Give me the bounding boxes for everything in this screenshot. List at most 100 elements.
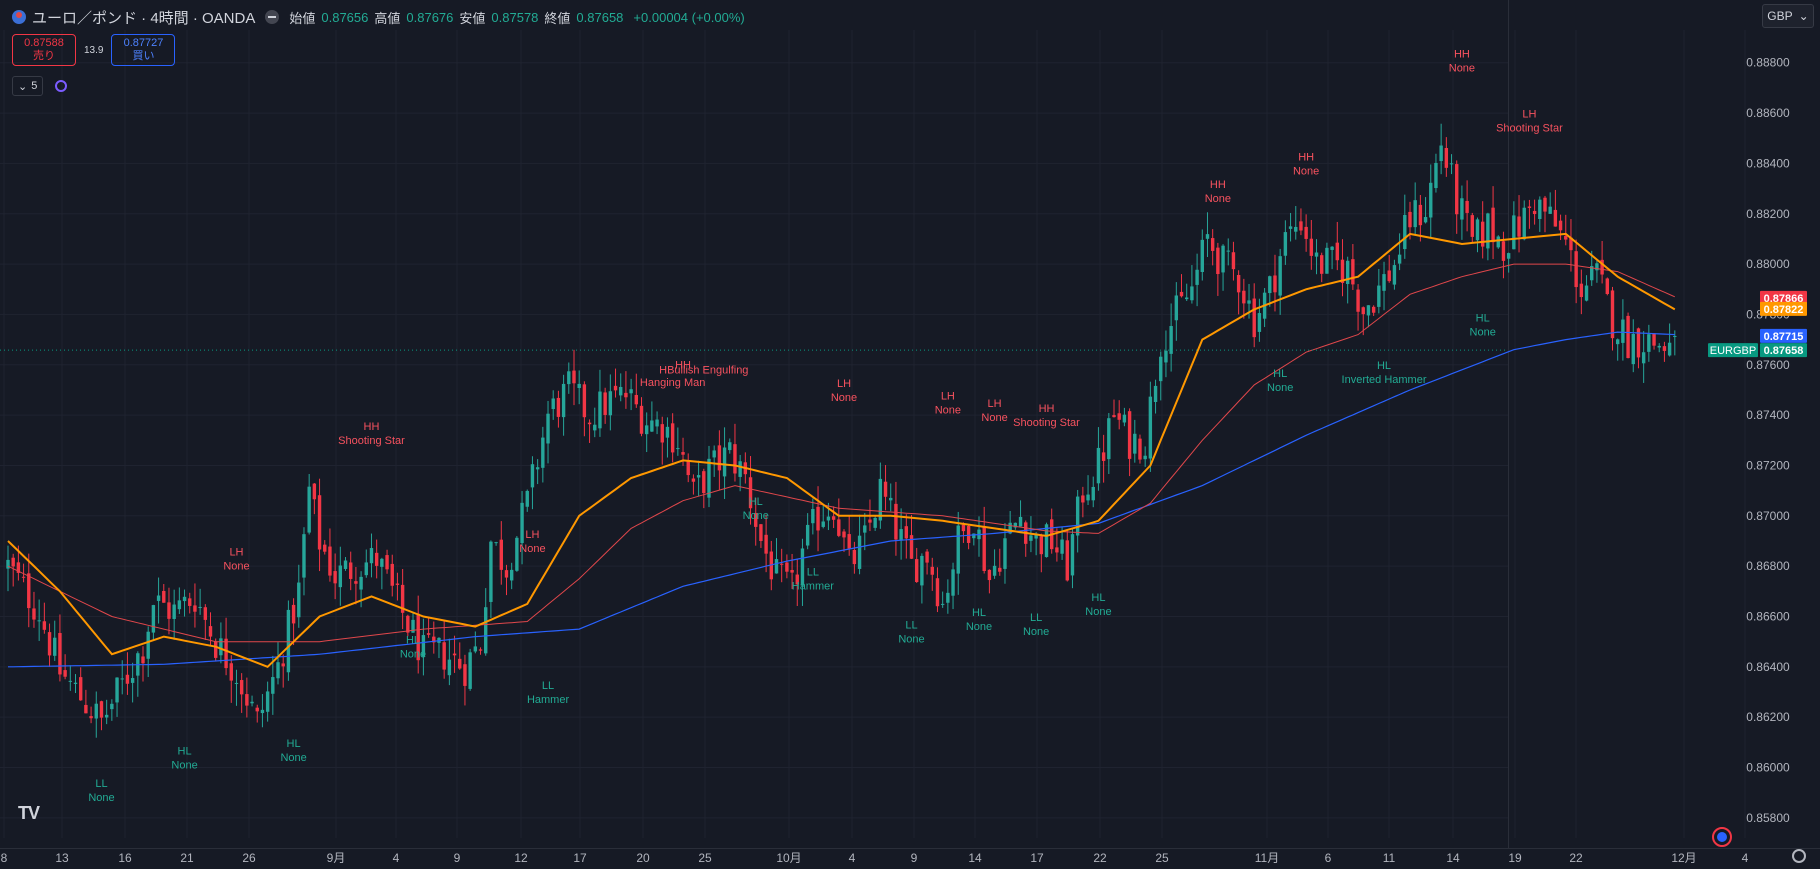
candle-body (442, 642, 446, 670)
x-tick-label: 4 (849, 851, 856, 865)
candle-body (904, 526, 909, 539)
candle-body (561, 383, 566, 418)
swing-label-pattern: None (280, 752, 306, 764)
candle-body (925, 551, 929, 563)
candle-body (1652, 333, 1656, 346)
candle-body (1200, 239, 1204, 272)
symbol-title[interactable]: ユーロ／ポンド · 4時間 · OANDA (32, 9, 256, 27)
candle-body (21, 576, 26, 578)
chevron-down-icon: ⌄ (18, 80, 28, 93)
candle-body (1273, 275, 1277, 293)
candle-body (1314, 252, 1319, 257)
buy-button[interactable]: 0.87727 買い (111, 34, 176, 66)
candle-body (982, 527, 986, 572)
candle-body (395, 583, 400, 585)
candle-body (1377, 285, 1381, 307)
candle-body (733, 444, 737, 474)
candle-body (1444, 148, 1449, 168)
hide-eye-icon[interactable] (265, 10, 280, 24)
swing-label-type: HL (287, 738, 301, 750)
trade-panel: 0.87588 売り 13.9 0.87727 買い (12, 34, 176, 66)
candle-body (84, 704, 88, 714)
candle-body (1179, 291, 1184, 297)
swing-label-type: HH (1039, 403, 1055, 415)
indicators-toggle-button[interactable]: ⌄ 5 (12, 76, 44, 96)
sell-button[interactable]: 0.87588 売り (12, 34, 76, 66)
swing-label-pattern: None (1449, 62, 1475, 74)
currency-select[interactable]: GBP ⌄ (1762, 4, 1814, 28)
candle-body (624, 392, 628, 398)
candle-body (1455, 164, 1459, 215)
candle-body (920, 555, 924, 586)
candle-body (1127, 411, 1132, 459)
candle-body (509, 569, 514, 581)
candle-body (883, 481, 888, 497)
candle-body (1600, 259, 1604, 275)
candle-body (1657, 345, 1661, 348)
candle-body (271, 677, 275, 694)
candle-body (380, 558, 384, 567)
indicator-loading-icon[interactable] (55, 80, 68, 92)
candle-body (608, 391, 613, 416)
candle-body (1148, 396, 1153, 459)
y-tick-label: 0.86200 (1746, 710, 1790, 724)
candle-body (1008, 522, 1012, 534)
currency-label: GBP (1767, 9, 1793, 23)
candle-body (276, 662, 280, 679)
candle-body (364, 562, 368, 576)
candle-body (307, 486, 311, 533)
x-tick-label: 9 (454, 851, 461, 865)
swing-label-pattern: None (935, 405, 961, 417)
swing-label-pattern: None (898, 633, 924, 645)
candle-body (909, 535, 914, 559)
candle-body (1003, 538, 1007, 569)
settings-gear-icon[interactable] (1792, 849, 1806, 863)
candle-body (1517, 216, 1521, 237)
candle-body (265, 691, 270, 712)
candle-body (1216, 247, 1220, 275)
candle-body (473, 646, 478, 652)
sell-price: 0.87588 (24, 37, 64, 49)
candle-body (1055, 547, 1059, 553)
swing-label-type: HL (1091, 592, 1105, 604)
x-tick-label: 14 (1446, 851, 1460, 865)
y-tick-label: 0.87000 (1746, 509, 1790, 523)
candle-body (785, 562, 789, 572)
swing-label-type: LH (229, 547, 243, 559)
candle-body (16, 562, 21, 573)
close-label: 終値 (544, 10, 571, 26)
candle-body (1501, 241, 1506, 261)
x-tick-label: 6 (1325, 851, 1332, 865)
swing-label-type: HL (178, 745, 192, 757)
candle-body (863, 525, 867, 533)
candle-body (1491, 207, 1495, 243)
x-tick-label: 16 (118, 851, 132, 865)
candle-body (1439, 145, 1443, 162)
x-tick-label: 9 (911, 851, 918, 865)
candle-body (1288, 226, 1293, 229)
candle-body (219, 638, 223, 656)
x-tick-label: 4 (393, 851, 400, 865)
y-tick-label: 0.86400 (1746, 660, 1790, 674)
candle-body (899, 529, 903, 541)
candle-body (224, 638, 228, 669)
candle-body (1610, 290, 1615, 339)
swing-label-type: LL (807, 567, 819, 579)
candle-body (826, 516, 831, 521)
buy-price: 0.87727 (123, 37, 164, 49)
candle-body (1138, 438, 1142, 460)
candle-body (1351, 259, 1355, 285)
swing-label-pattern: None (171, 759, 197, 771)
candle-body (1231, 252, 1236, 270)
price-tag-bg (1760, 328, 1807, 343)
candle-body (1164, 350, 1168, 363)
candle-body (1590, 266, 1594, 281)
candle-body (1397, 254, 1402, 264)
candle-body (582, 384, 587, 418)
candle-body (681, 452, 685, 455)
candle-body (53, 637, 57, 656)
globe-icon[interactable] (1712, 827, 1732, 847)
y-tick-label: 0.88000 (1746, 257, 1790, 271)
candle-body (1159, 356, 1163, 382)
